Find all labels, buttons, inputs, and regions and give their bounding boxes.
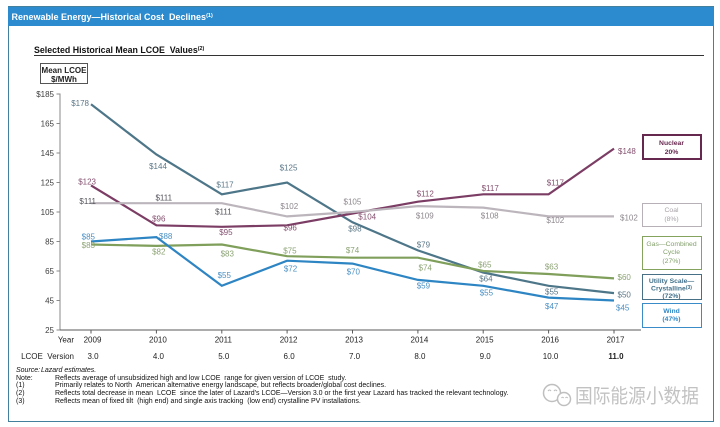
svg-text:$50: $50 bbox=[618, 291, 632, 300]
svg-text:2015: 2015 bbox=[476, 336, 494, 345]
svg-text:$102: $102 bbox=[280, 202, 298, 211]
svg-text:Year: Year bbox=[58, 336, 75, 345]
svg-text:$65: $65 bbox=[478, 261, 492, 270]
svg-text:LCOE Version: LCOE Version bbox=[21, 352, 74, 361]
svg-text:$112: $112 bbox=[417, 190, 435, 199]
svg-text:$111: $111 bbox=[155, 194, 172, 203]
svg-text:国际能源小数据: 国际能源小数据 bbox=[575, 386, 699, 408]
svg-text:$47: $47 bbox=[545, 302, 559, 311]
svg-text:$109: $109 bbox=[416, 211, 434, 220]
svg-text:$123: $123 bbox=[78, 178, 96, 187]
svg-text:$148: $148 bbox=[618, 147, 636, 156]
svg-text:$117: $117 bbox=[216, 181, 234, 190]
svg-text:$185: $185 bbox=[36, 90, 54, 99]
svg-text:9.0: 9.0 bbox=[480, 352, 492, 361]
svg-text:65: 65 bbox=[45, 267, 54, 276]
svg-text:4.0: 4.0 bbox=[153, 352, 165, 361]
svg-text:2014: 2014 bbox=[411, 336, 429, 345]
svg-text:2012: 2012 bbox=[280, 336, 298, 345]
svg-text:165: 165 bbox=[41, 119, 55, 128]
svg-text:$72: $72 bbox=[284, 265, 298, 274]
svg-text:25: 25 bbox=[45, 326, 54, 335]
svg-text:2017: 2017 bbox=[607, 336, 625, 345]
svg-text:$60: $60 bbox=[618, 273, 632, 282]
svg-text:$96: $96 bbox=[152, 215, 166, 224]
svg-text:105: 105 bbox=[41, 208, 55, 217]
svg-text:$83: $83 bbox=[82, 241, 96, 250]
svg-text:6.0: 6.0 bbox=[284, 352, 296, 361]
svg-text:$55: $55 bbox=[545, 287, 559, 296]
svg-text:$45: $45 bbox=[616, 303, 630, 312]
svg-text:$96: $96 bbox=[284, 223, 298, 232]
svg-text:$55: $55 bbox=[480, 289, 494, 298]
svg-text:$75: $75 bbox=[283, 247, 297, 256]
svg-text:$63: $63 bbox=[545, 263, 559, 272]
svg-text:$85: $85 bbox=[82, 233, 96, 242]
svg-text:$178: $178 bbox=[71, 99, 89, 108]
svg-text:$64: $64 bbox=[479, 275, 493, 284]
svg-text:$111: $111 bbox=[215, 207, 232, 216]
svg-text:$104: $104 bbox=[358, 213, 376, 222]
svg-text:$117: $117 bbox=[547, 178, 565, 187]
svg-text:$102: $102 bbox=[620, 214, 638, 223]
svg-text:$102: $102 bbox=[546, 216, 564, 225]
svg-text:2013: 2013 bbox=[345, 336, 363, 345]
svg-text:$125: $125 bbox=[280, 164, 298, 173]
svg-text:125: 125 bbox=[41, 178, 55, 187]
svg-text:$82: $82 bbox=[152, 247, 166, 256]
svg-text:$88: $88 bbox=[159, 232, 173, 241]
svg-text:2016: 2016 bbox=[541, 336, 559, 345]
svg-text:$74: $74 bbox=[346, 246, 360, 255]
svg-text:$74: $74 bbox=[419, 264, 433, 273]
svg-text:7.0: 7.0 bbox=[349, 352, 361, 361]
svg-text:2010: 2010 bbox=[149, 336, 167, 345]
svg-text:$83: $83 bbox=[221, 249, 235, 258]
svg-text:2009: 2009 bbox=[84, 336, 102, 345]
svg-text:$105: $105 bbox=[344, 197, 362, 206]
svg-text:$111: $111 bbox=[79, 197, 96, 206]
svg-text:$98: $98 bbox=[348, 225, 362, 234]
svg-text:10.0: 10.0 bbox=[543, 352, 559, 361]
svg-text:5.0: 5.0 bbox=[218, 352, 230, 361]
svg-text:45: 45 bbox=[45, 296, 54, 305]
svg-text:$144: $144 bbox=[149, 162, 167, 171]
svg-text:$117: $117 bbox=[482, 184, 500, 193]
svg-text:$79: $79 bbox=[417, 241, 431, 250]
svg-text:3.0: 3.0 bbox=[87, 352, 99, 361]
svg-text:8.0: 8.0 bbox=[414, 352, 426, 361]
svg-text:11.0: 11.0 bbox=[608, 352, 624, 361]
svg-text:$70: $70 bbox=[347, 268, 361, 277]
svg-text:$55: $55 bbox=[218, 271, 232, 280]
svg-text:$95: $95 bbox=[219, 228, 233, 237]
svg-text:$108: $108 bbox=[481, 212, 499, 221]
svg-text:85: 85 bbox=[45, 237, 54, 246]
svg-text:145: 145 bbox=[41, 149, 55, 158]
svg-text:$59: $59 bbox=[417, 282, 431, 291]
svg-text:2011: 2011 bbox=[215, 336, 233, 345]
